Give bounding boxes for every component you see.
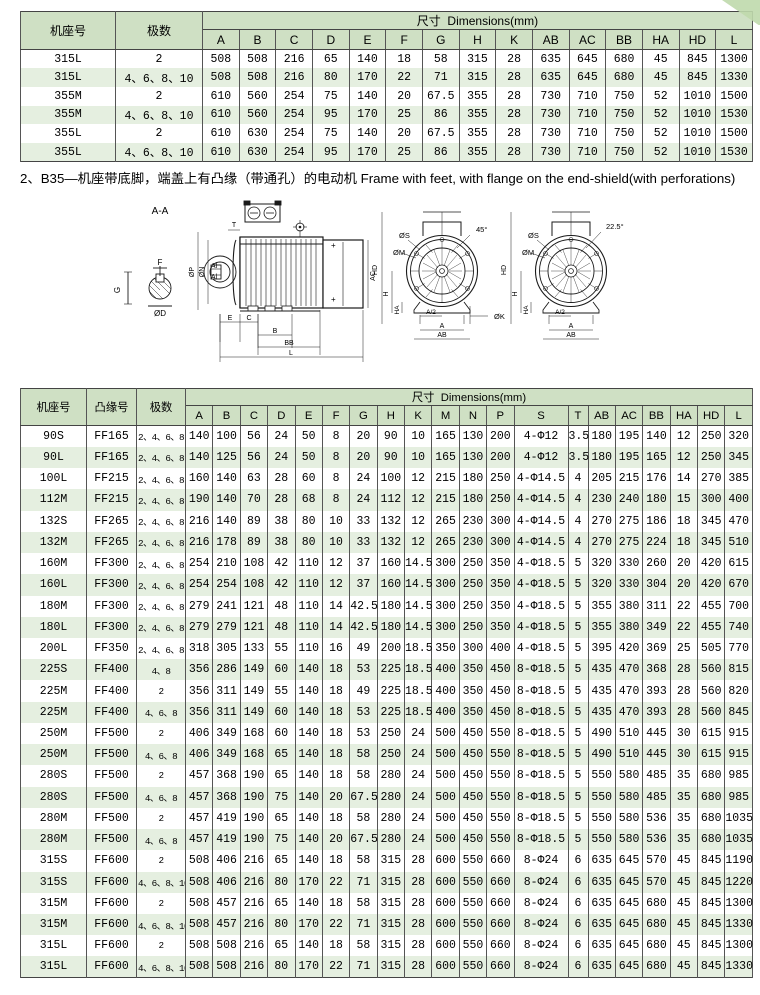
svg-text:45°: 45° bbox=[476, 225, 487, 234]
svg-text:B: B bbox=[273, 328, 278, 335]
svg-text:ØK: ØK bbox=[494, 312, 505, 321]
svg-text:AB: AB bbox=[437, 332, 447, 339]
svg-text:AB: AB bbox=[566, 332, 576, 339]
svg-text:+: + bbox=[331, 241, 336, 250]
svg-text:HD: HD bbox=[372, 265, 379, 275]
svg-text:E: E bbox=[228, 315, 233, 322]
svg-text:A-A: A-A bbox=[152, 206, 169, 217]
svg-text:A: A bbox=[569, 323, 574, 330]
svg-text:F: F bbox=[158, 258, 163, 267]
svg-text:A/2: A/2 bbox=[426, 309, 436, 316]
svg-text:ØP: ØP bbox=[189, 267, 196, 277]
svg-text:A: A bbox=[440, 323, 445, 330]
svg-text:ØS: ØS bbox=[528, 231, 539, 240]
svg-text:T: T bbox=[232, 222, 237, 229]
svg-text:G: G bbox=[113, 287, 122, 293]
svg-text:ØS: ØS bbox=[399, 231, 410, 240]
svg-text:ØM: ØM bbox=[393, 248, 405, 257]
svg-text:H: H bbox=[383, 292, 390, 297]
svg-text:22.5°: 22.5° bbox=[606, 222, 624, 231]
svg-text:BB: BB bbox=[284, 340, 294, 347]
svg-text:L: L bbox=[289, 350, 293, 357]
svg-text:ØN: ØN bbox=[199, 267, 206, 278]
svg-text:H: H bbox=[512, 292, 519, 297]
svg-text:HD: HD bbox=[501, 265, 508, 275]
svg-text:Al: Al bbox=[211, 263, 218, 270]
svg-text:ØM: ØM bbox=[522, 248, 534, 257]
svg-text:HA: HA bbox=[523, 305, 530, 315]
svg-text:C: C bbox=[246, 315, 251, 322]
svg-text:+: + bbox=[331, 295, 336, 304]
svg-text:A/2: A/2 bbox=[555, 309, 565, 316]
svg-text:ØD: ØD bbox=[154, 309, 166, 318]
svg-text:HA: HA bbox=[394, 305, 401, 315]
svg-text:Al: Al bbox=[211, 274, 218, 281]
